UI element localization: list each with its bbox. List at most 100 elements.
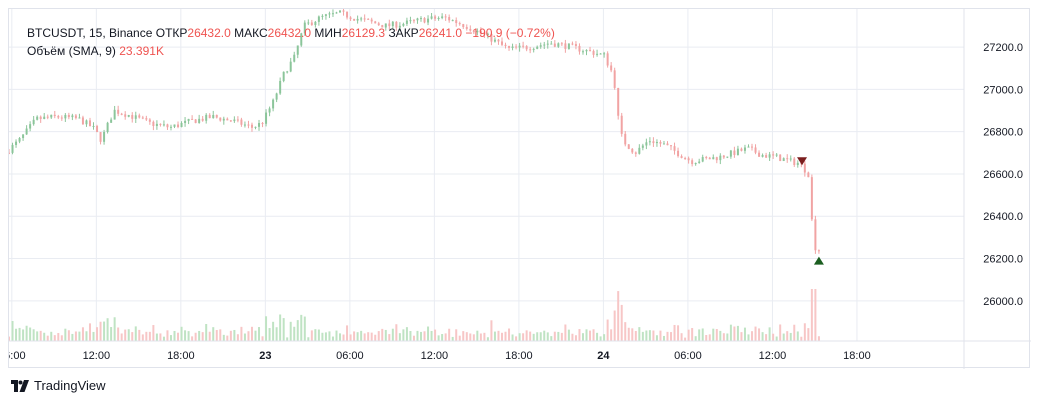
volume-bar (747, 334, 750, 341)
volume-bar (525, 330, 528, 341)
candle-body (687, 158, 690, 161)
candle-body (666, 143, 669, 146)
volume-bar (476, 330, 479, 341)
close-value: 26241.0 (418, 26, 463, 40)
price-tick-label: 26600.0 (983, 169, 1023, 181)
volume-bar (761, 332, 764, 341)
candle-body (250, 124, 253, 128)
volume-bar (395, 324, 398, 341)
candle-body (110, 119, 113, 123)
price-axis: 27200.0 27000.0 26800.0 26600.0 26400.0 26200… (983, 42, 1023, 308)
candle-body (169, 126, 172, 128)
candle-body (729, 150, 732, 157)
candle-body (381, 25, 384, 28)
volume-bar (596, 332, 599, 341)
volume-bar (405, 327, 408, 341)
candle-body (701, 157, 704, 162)
volume-label[interactable]: Объём (SMA, 9) (27, 44, 116, 58)
candle-body (282, 71, 285, 81)
candle-body (441, 16, 444, 18)
symbol-label[interactable]: BTCUSDT, 15, Binance (27, 26, 153, 40)
price-tick-label: 26000.0 (983, 296, 1023, 308)
candle-body (768, 154, 771, 158)
volume-bar (511, 334, 514, 341)
volume-bar (684, 337, 687, 341)
volume-bar (103, 321, 106, 341)
candle-body (532, 48, 535, 50)
candle-body (472, 30, 475, 33)
grid-lines (9, 9, 964, 341)
candle-body (81, 117, 84, 125)
candle-body (462, 24, 465, 28)
volume-bar (546, 332, 549, 341)
volume-bar (265, 316, 268, 341)
candle-body (613, 70, 616, 88)
volume-bar (162, 336, 165, 341)
candle-body (321, 15, 324, 17)
volume-bar (472, 334, 475, 341)
volume-bar (670, 332, 673, 341)
volume-bar (124, 329, 127, 341)
price-chart[interactable]: 27200.0 27000.0 26800.0 26600.0 26400.0 26200… (9, 9, 1031, 369)
candle-body (574, 44, 577, 46)
candle-body (631, 148, 634, 153)
candle-body (722, 155, 725, 158)
candle-body (268, 108, 271, 113)
volume-bar (300, 314, 303, 341)
volume-bar (599, 336, 602, 341)
candle-body (557, 43, 560, 47)
volume-bar (64, 328, 67, 341)
candle-body (592, 50, 595, 55)
time-tick-label: 23 (259, 350, 271, 362)
volume-bar (444, 333, 447, 341)
candle-body (43, 116, 46, 120)
volume-bar (99, 321, 102, 341)
volume-bar (458, 335, 461, 341)
candle-body (243, 124, 246, 126)
volume-bar (557, 331, 560, 341)
volume-bar (342, 334, 345, 341)
volume-bar (743, 327, 746, 341)
candle-body (184, 120, 187, 123)
candle-body (303, 22, 306, 34)
low-label: МИН (314, 26, 342, 40)
candle-body (198, 118, 201, 123)
candle-body (486, 33, 489, 35)
volume-bar (131, 332, 134, 341)
volume-bar (67, 330, 70, 341)
candle-body (680, 156, 683, 159)
candle-body (634, 152, 637, 154)
candle-body (796, 162, 799, 165)
candle-body (258, 123, 261, 127)
volume-bar (180, 326, 183, 341)
volume-bar (733, 326, 736, 341)
candle-body (247, 124, 250, 126)
volume-bar (25, 325, 28, 341)
volume-bar (508, 328, 511, 341)
candle-body (236, 119, 239, 121)
volume-bar (807, 328, 810, 341)
volume-bar (134, 326, 137, 341)
candle-body (673, 146, 676, 151)
candle-body (219, 117, 222, 121)
volume-bar (729, 324, 732, 341)
volume-bars (9, 289, 820, 341)
candle-body (99, 132, 102, 142)
candle-body (314, 21, 317, 26)
volume-bar (282, 318, 285, 341)
candle-body (289, 61, 292, 72)
candle-body (522, 45, 525, 47)
candle-body (606, 53, 609, 66)
candle-body (567, 43, 570, 49)
tradingview-logo[interactable]: TradingView (11, 378, 106, 393)
candle-body (166, 124, 169, 128)
volume-bar (677, 325, 680, 341)
volume-bar (434, 329, 437, 341)
volume-bar (680, 333, 683, 341)
chart-frame[interactable]: 27200.0 27000.0 26800.0 26600.0 26400.0 26200… (8, 8, 1031, 369)
volume-bar (613, 310, 616, 341)
volume-bar (754, 326, 757, 341)
candle-body (747, 146, 750, 148)
volume-bar (631, 328, 634, 341)
candle-body (751, 146, 754, 148)
